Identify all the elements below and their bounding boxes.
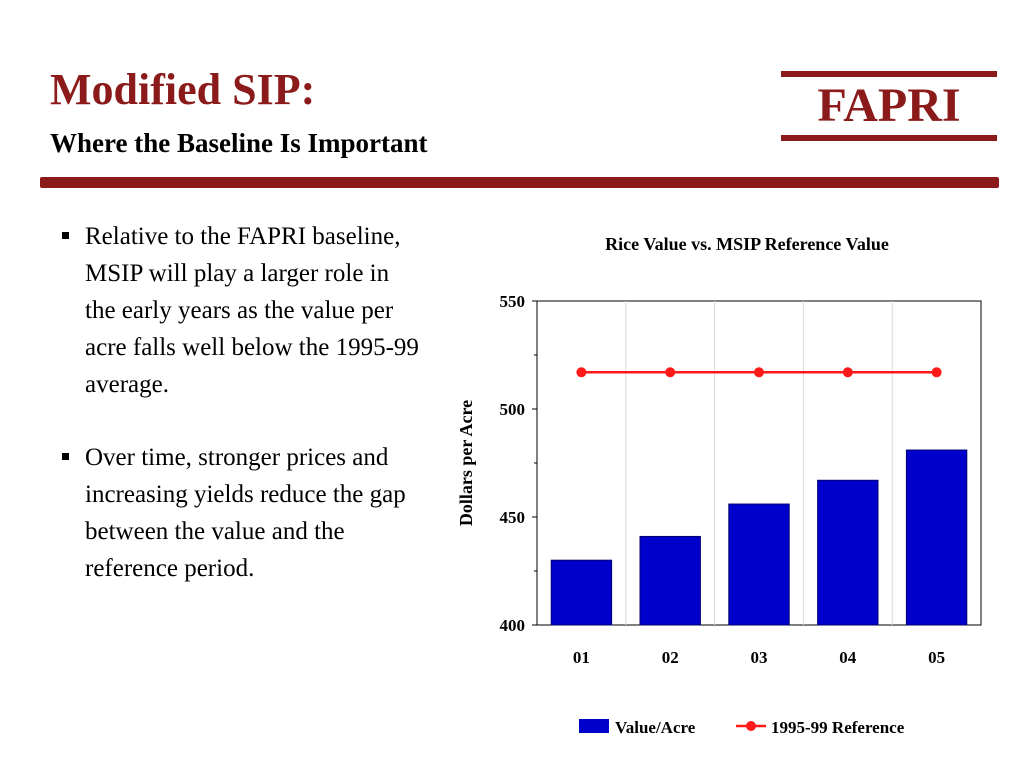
- reference-point: [754, 367, 764, 378]
- slide-title: Modified SIP:: [50, 65, 316, 114]
- rice-value-chart: Rice Value vs. MSIP Reference Value 400 45…: [440, 225, 1000, 755]
- y-tick-label: 500: [500, 400, 526, 419]
- bullet-text: Over time, stronger prices and increasin…: [85, 444, 406, 582]
- bullet-text: Relative to the FAPRI baseline, MSIP wil…: [85, 223, 419, 398]
- bar-value-acre: [905, 449, 968, 626]
- reference-point: [931, 367, 942, 378]
- bullet-marker: [62, 232, 69, 239]
- legend-label-reference: 1995-99 Reference: [771, 718, 905, 737]
- legend-swatch-value-acre: [579, 719, 609, 733]
- bullet-item: Over time, stronger prices and increasin…: [62, 439, 422, 587]
- bullet-list: Relative to the FAPRI baseline, MSIP wil…: [62, 218, 422, 587]
- slide-subtitle: Where the Baseline Is Important: [50, 128, 428, 158]
- legend-label-value-acre: Value/Acre: [615, 718, 696, 737]
- bullet-marker: [62, 453, 69, 460]
- legend-swatch-reference-point: [746, 721, 756, 731]
- y-tick-label: 400: [500, 616, 526, 635]
- y-axis-label: Dollars per Acre: [456, 400, 476, 526]
- logo-text: FAPRI: [817, 79, 961, 132]
- chart-svg: Rice Value vs. MSIP Reference Value 400 45…: [456, 234, 982, 737]
- y-tick-label: 450: [500, 508, 526, 527]
- x-tick-label: 05: [928, 648, 945, 667]
- bar-value-acre: [639, 535, 701, 626]
- x-tick-label: 02: [662, 648, 679, 667]
- reference-point: [665, 367, 676, 378]
- header-divider: [40, 177, 999, 188]
- x-tick-label: 04: [839, 648, 857, 667]
- x-tick-label: 03: [751, 648, 768, 667]
- bar-value-acre: [550, 559, 613, 626]
- y-tick-label: 550: [500, 292, 526, 311]
- chart-title: Rice Value vs. MSIP Reference Value: [605, 234, 889, 254]
- logo-top-bar: [781, 71, 997, 77]
- logo-bottom-bar: [781, 135, 997, 141]
- fapri-logo: FAPRI: [781, 70, 997, 142]
- bullet-item: Relative to the FAPRI baseline, MSIP wil…: [62, 218, 422, 403]
- bar-value-acre: [728, 503, 790, 626]
- bar-value-acre: [817, 479, 879, 626]
- x-tick-label: 01: [573, 648, 590, 667]
- reference-point: [842, 367, 853, 378]
- reference-point: [576, 367, 587, 378]
